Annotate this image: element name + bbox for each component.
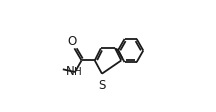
Text: O: O <box>67 34 76 47</box>
Text: H: H <box>74 66 82 76</box>
Text: N: N <box>66 65 74 78</box>
Text: S: S <box>98 78 106 91</box>
